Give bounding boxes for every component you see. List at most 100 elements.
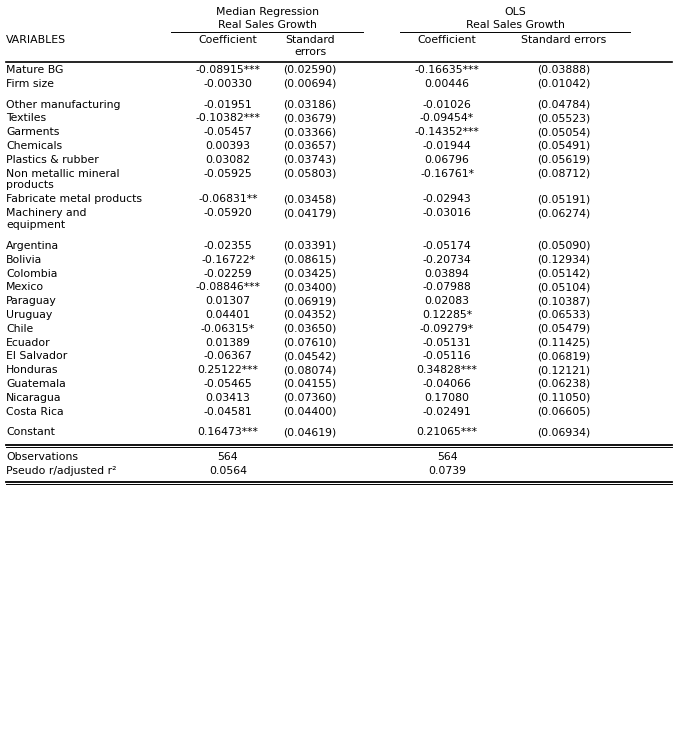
Text: (0.12121): (0.12121) [537, 365, 591, 375]
Text: Machinery and: Machinery and [6, 208, 87, 218]
Text: Chile: Chile [6, 324, 33, 334]
Text: (0.05104): (0.05104) [537, 282, 591, 292]
Text: -0.05174: -0.05174 [423, 241, 471, 251]
Text: Ecuador: Ecuador [6, 338, 50, 347]
Text: -0.02943: -0.02943 [423, 194, 471, 205]
Text: (0.05054): (0.05054) [537, 128, 591, 137]
Text: (0.04400): (0.04400) [283, 407, 337, 416]
Text: 0.0739: 0.0739 [428, 466, 466, 476]
Text: (0.12934): (0.12934) [537, 255, 591, 265]
Text: (0.06238): (0.06238) [537, 379, 591, 389]
Text: (0.02590): (0.02590) [283, 65, 337, 75]
Text: -0.05925: -0.05925 [204, 169, 252, 179]
Text: -0.10382***: -0.10382*** [196, 114, 261, 123]
Text: (0.08712): (0.08712) [537, 169, 591, 179]
Text: 0.17080: 0.17080 [424, 393, 469, 403]
Text: Fabricate metal products: Fabricate metal products [6, 194, 142, 205]
Text: Other manufacturing: Other manufacturing [6, 100, 121, 110]
Text: Non metallic mineral: Non metallic mineral [6, 169, 119, 179]
Text: (0.06819): (0.06819) [537, 351, 591, 361]
Text: -0.06315*: -0.06315* [201, 324, 255, 334]
Text: -0.20734: -0.20734 [423, 255, 471, 265]
Text: Nicaragua: Nicaragua [6, 393, 61, 403]
Text: Guatemala: Guatemala [6, 379, 65, 389]
Text: (0.04784): (0.04784) [537, 100, 591, 110]
Text: (0.04352): (0.04352) [284, 310, 337, 320]
Text: 0.03082: 0.03082 [205, 155, 250, 165]
Text: -0.02355: -0.02355 [204, 241, 252, 251]
Text: -0.01951: -0.01951 [204, 100, 252, 110]
Text: 0.25122***: 0.25122*** [198, 365, 258, 375]
Text: -0.14352***: -0.14352*** [415, 128, 479, 137]
Text: -0.05131: -0.05131 [423, 338, 471, 347]
Text: -0.16635***: -0.16635*** [415, 65, 479, 75]
Text: 564: 564 [436, 452, 458, 463]
Text: (0.06934): (0.06934) [537, 427, 591, 438]
Text: (0.03657): (0.03657) [284, 141, 337, 151]
Text: 0.00446: 0.00446 [424, 79, 469, 89]
Text: (0.04542): (0.04542) [284, 351, 337, 361]
Text: (0.11050): (0.11050) [537, 393, 591, 403]
Text: (0.07360): (0.07360) [283, 393, 337, 403]
Text: El Salvador: El Salvador [6, 351, 68, 361]
Text: -0.04066: -0.04066 [423, 379, 471, 389]
Text: Uruguay: Uruguay [6, 310, 53, 320]
Text: 0.03413: 0.03413 [205, 393, 250, 403]
Text: (0.05491): (0.05491) [537, 141, 591, 151]
Text: Standard
errors: Standard errors [285, 35, 335, 56]
Text: VARIABLES: VARIABLES [6, 35, 66, 45]
Text: -0.06367: -0.06367 [204, 351, 252, 361]
Text: (0.03650): (0.03650) [283, 324, 337, 334]
Text: products: products [6, 180, 54, 191]
Text: -0.05457: -0.05457 [204, 128, 252, 137]
Text: (0.05619): (0.05619) [537, 155, 591, 165]
Text: Observations: Observations [6, 452, 78, 463]
Text: (0.06533): (0.06533) [537, 310, 591, 320]
Text: 564: 564 [218, 452, 238, 463]
Text: (0.03366): (0.03366) [284, 128, 337, 137]
Text: Plastics & rubber: Plastics & rubber [6, 155, 99, 165]
Text: -0.09279*: -0.09279* [420, 324, 474, 334]
Text: 0.34828***: 0.34828*** [417, 365, 477, 375]
Text: -0.01026: -0.01026 [423, 100, 471, 110]
Text: (0.03391): (0.03391) [284, 241, 337, 251]
Text: Pseudo r/adjusted r²: Pseudo r/adjusted r² [6, 466, 117, 476]
Text: Colombia: Colombia [6, 268, 57, 279]
Text: (0.10387): (0.10387) [537, 296, 591, 306]
Text: (0.05142): (0.05142) [537, 268, 591, 279]
Text: Paraguay: Paraguay [6, 296, 57, 306]
Text: Coefficient: Coefficient [198, 35, 257, 45]
Text: Firm size: Firm size [6, 79, 54, 89]
Text: (0.04179): (0.04179) [284, 208, 337, 218]
Text: (0.06605): (0.06605) [537, 407, 591, 416]
Text: 0.0564: 0.0564 [209, 466, 247, 476]
Text: Bolivia: Bolivia [6, 255, 42, 265]
Text: -0.02259: -0.02259 [204, 268, 252, 279]
Text: -0.04581: -0.04581 [204, 407, 252, 416]
Text: -0.07988: -0.07988 [423, 282, 471, 292]
Text: -0.16722*: -0.16722* [201, 255, 255, 265]
Text: Mexico: Mexico [6, 282, 44, 292]
Text: -0.08915***: -0.08915*** [196, 65, 261, 75]
Text: -0.02491: -0.02491 [423, 407, 471, 416]
Text: Costa Rica: Costa Rica [6, 407, 63, 416]
Text: OLS: OLS [504, 7, 526, 17]
Text: -0.03016: -0.03016 [423, 208, 471, 218]
Text: (0.03888): (0.03888) [537, 65, 591, 75]
Text: 0.01389: 0.01389 [205, 338, 250, 347]
Text: (0.05523): (0.05523) [537, 114, 591, 123]
Text: Argentina: Argentina [6, 241, 59, 251]
Text: 0.02083: 0.02083 [424, 296, 469, 306]
Text: -0.16761*: -0.16761* [420, 169, 474, 179]
Text: Chemicals: Chemicals [6, 141, 62, 151]
Text: -0.05465: -0.05465 [204, 379, 252, 389]
Text: -0.06831**: -0.06831** [198, 194, 258, 205]
Text: Honduras: Honduras [6, 365, 59, 375]
Text: Real Sales Growth: Real Sales Growth [218, 20, 316, 30]
Text: -0.01944: -0.01944 [423, 141, 471, 151]
Text: 0.06796: 0.06796 [425, 155, 469, 165]
Text: 0.00393: 0.00393 [205, 141, 250, 151]
Text: -0.09454*: -0.09454* [420, 114, 474, 123]
Text: (0.06274): (0.06274) [537, 208, 591, 218]
Text: (0.03186): (0.03186) [284, 100, 337, 110]
